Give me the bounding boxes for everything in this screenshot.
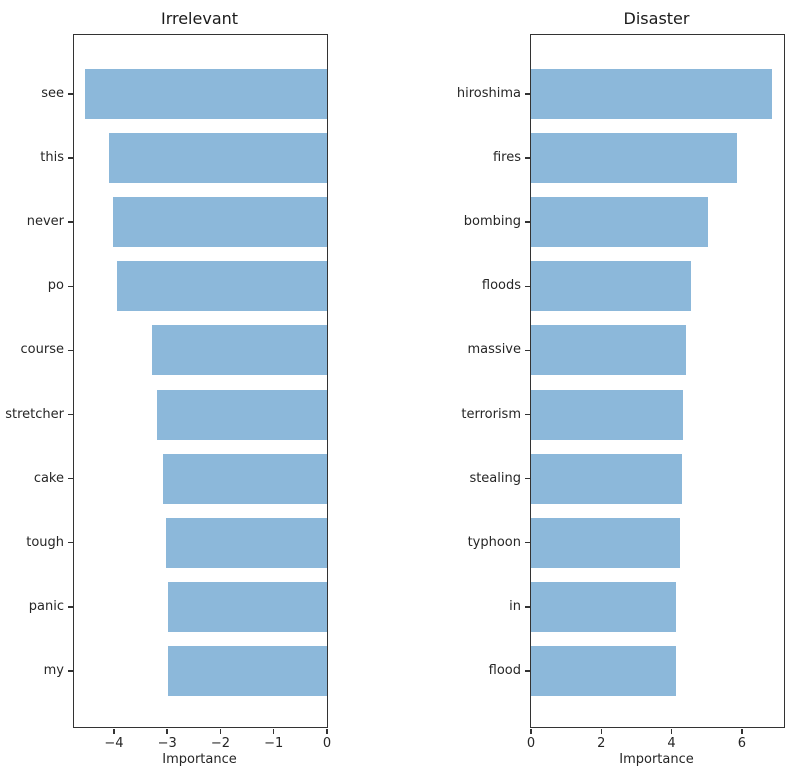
y-tick-mark (67, 413, 73, 416)
y-tick-label-fires: fires (492, 150, 521, 166)
chart-title-disaster: Disaster (623, 9, 690, 28)
y-tick-mark (67, 93, 73, 95)
bar-hiroshima (531, 69, 772, 119)
x-tick-mark (113, 728, 115, 734)
bar-floods (531, 261, 691, 312)
y-tick-label-in: in (509, 598, 521, 614)
bar-typhoon (531, 517, 680, 568)
bar-cake (162, 453, 327, 504)
y-tick-label-terrorism: terrorism (461, 406, 521, 422)
bar-this (108, 133, 327, 184)
y-tick-mark (524, 93, 530, 95)
bar-bombing (531, 197, 708, 248)
bar-flood (531, 645, 676, 696)
y-tick-label-stretcher: stretcher (5, 406, 64, 422)
bar-fires (531, 133, 738, 184)
y-tick-label-course: course (20, 342, 64, 358)
y-tick-mark (67, 221, 73, 223)
x-tick-label: 4 (667, 736, 676, 751)
x-tick-label: 0 (526, 736, 536, 751)
y-tick-mark (524, 477, 530, 480)
x-tick-mark (600, 728, 603, 734)
y-tick-mark (524, 157, 530, 159)
x-tick-label: −1 (264, 736, 284, 751)
y-tick-mark (524, 606, 530, 608)
bar-see (84, 69, 327, 119)
x-tick-label: −4 (104, 736, 124, 751)
y-tick-mark (524, 413, 530, 416)
y-tick-mark (67, 606, 73, 608)
x-tick-label: −2 (210, 736, 231, 751)
x-axis-label: Importance (619, 752, 694, 767)
y-tick-label-floods: floods (481, 278, 521, 294)
x-tick-label: −3 (157, 736, 177, 751)
y-tick-label-stealing: stealing (469, 470, 521, 486)
y-tick-mark (67, 670, 73, 672)
bar-panic (168, 581, 327, 632)
y-tick-mark (67, 541, 73, 544)
y-tick-label-massive: massive (467, 342, 521, 358)
plot-area-disaster: hiroshima fires bombing floods massive terror… (457, 34, 785, 751)
bar-in (531, 581, 676, 632)
bar-course (152, 325, 327, 376)
x-tick-mark (530, 728, 532, 734)
bar-terrorism (531, 389, 683, 440)
x-tick-mark (670, 728, 673, 734)
y-tick-mark (67, 285, 73, 288)
x-tick-mark (741, 728, 743, 734)
y-tick-label-flood: flood (488, 662, 521, 678)
y-tick-label-this: this (40, 150, 64, 166)
y-tick-mark (67, 157, 73, 159)
bar-stealing (531, 453, 682, 504)
y-tick-label-panic: panic (28, 598, 64, 614)
y-tick-label-typhoon: typhoon (467, 534, 521, 550)
y-tick-label-my: my (43, 662, 64, 678)
bar-po (116, 261, 327, 312)
y-tick-mark (67, 349, 73, 352)
bar-never (112, 197, 327, 248)
y-tick-mark (67, 477, 73, 480)
bar-my (168, 645, 327, 696)
bar-massive (531, 325, 686, 376)
x-tick-mark (326, 728, 328, 734)
y-tick-mark (524, 541, 530, 544)
y-tick-label-po: po (47, 278, 64, 294)
bar-stretcher (157, 389, 327, 440)
x-tick-label: 0 (322, 736, 332, 751)
y-tick-label-hiroshima: hiroshima (456, 86, 521, 101)
x-tick-mark (166, 728, 168, 734)
y-tick-label-bombing: bombing (463, 214, 521, 230)
y-tick-mark (524, 285, 530, 288)
x-tick-mark (272, 728, 275, 734)
chart-title-irrelevant: Irrelevant (160, 9, 239, 28)
bar-tough (166, 517, 327, 568)
y-tick-label-never: never (26, 214, 64, 230)
y-tick-mark (524, 221, 530, 223)
x-axis-label: Importance (162, 752, 237, 767)
y-tick-label-see: see (41, 86, 64, 101)
y-tick-mark (524, 349, 530, 352)
y-tick-mark (524, 670, 530, 672)
x-tick-label: 6 (737, 736, 746, 751)
plot-area-irrelevant: see this never po course stretcher cake tough pa… (5, 34, 331, 751)
x-tick-mark (219, 728, 222, 734)
y-tick-label-tough: tough (26, 534, 64, 550)
y-tick-label-cake: cake (33, 470, 64, 486)
x-tick-label: 2 (597, 736, 606, 751)
